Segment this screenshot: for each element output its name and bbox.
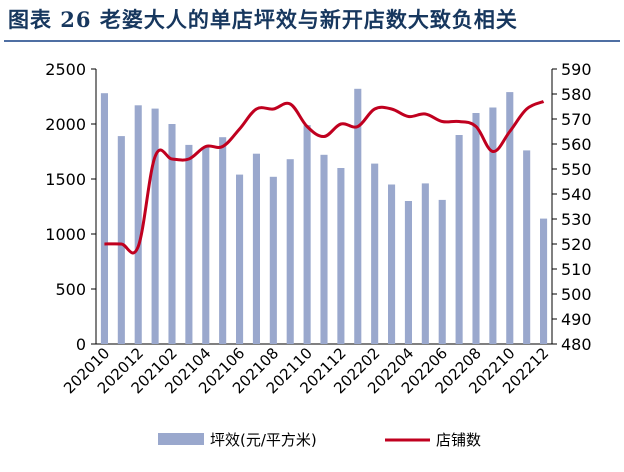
left-tick-label: 1000 xyxy=(45,225,86,244)
bar xyxy=(168,124,176,344)
right-tick-label: 510 xyxy=(561,260,592,279)
bar xyxy=(354,88,362,344)
bar xyxy=(303,125,311,344)
right-tick-label: 480 xyxy=(561,335,592,354)
legend-bar-label: 坪效(元/平方米) xyxy=(210,431,317,449)
bar xyxy=(252,153,260,344)
legend: 坪效(元/平方米) 店铺数 xyxy=(158,431,481,449)
bar xyxy=(421,183,429,344)
left-tick-label: 2500 xyxy=(45,60,86,79)
bar xyxy=(404,201,412,344)
bar xyxy=(337,168,345,344)
left-tick-label: 0 xyxy=(76,335,86,354)
bar xyxy=(117,136,125,344)
right-tick-label: 580 xyxy=(561,85,592,104)
left-tick-label: 1500 xyxy=(45,170,86,189)
bar xyxy=(506,92,514,344)
bar xyxy=(185,144,193,344)
bar xyxy=(100,93,108,344)
line-series xyxy=(104,100,545,255)
bar xyxy=(540,218,548,344)
bar xyxy=(236,174,244,344)
right-tick-label: 550 xyxy=(561,160,592,179)
bar xyxy=(438,199,446,344)
right-tick-label: 560 xyxy=(561,135,592,154)
right-tick-label: 540 xyxy=(561,185,592,204)
bar xyxy=(388,184,396,344)
bar xyxy=(489,107,497,344)
right-tick-label: 520 xyxy=(561,235,592,254)
bar xyxy=(269,176,277,344)
figure-header: 图表 26 老婆大人的单店坪效与新开店数大致负相关 xyxy=(0,0,624,44)
title-divider xyxy=(4,40,620,42)
bar xyxy=(151,108,159,344)
bar xyxy=(219,137,227,344)
right-tick-label: 530 xyxy=(561,210,592,229)
bar-series xyxy=(100,88,548,344)
legend-line-label: 店铺数 xyxy=(436,431,481,449)
bar xyxy=(371,163,379,344)
bar xyxy=(134,105,142,344)
right-tick-label: 570 xyxy=(561,110,592,129)
right-tick-label: 490 xyxy=(561,310,592,329)
right-tick-label: 500 xyxy=(561,285,592,304)
bar xyxy=(320,154,328,344)
left-tick-label: 2000 xyxy=(45,115,86,134)
bar xyxy=(455,135,463,344)
bar xyxy=(472,113,480,344)
figure-title: 图表 26 老婆大人的单店坪效与新开店数大致负相关 xyxy=(8,7,518,32)
bar xyxy=(286,159,294,344)
left-tick-label: 500 xyxy=(55,280,86,299)
bar xyxy=(202,147,210,344)
legend-bar-swatch xyxy=(158,433,204,445)
bar xyxy=(523,150,531,344)
right-tick-label: 590 xyxy=(561,60,592,79)
